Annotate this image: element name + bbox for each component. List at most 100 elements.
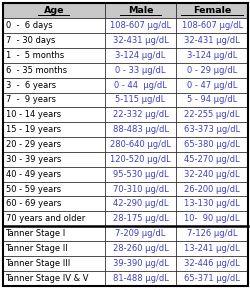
Text: 95-530 μg/dL: 95-530 μg/dL — [112, 170, 168, 179]
Text: 22-332 μg/dL: 22-332 μg/dL — [112, 110, 168, 119]
Bar — [176, 108, 247, 122]
Bar — [176, 226, 247, 241]
Text: 3-124 μg/dL: 3-124 μg/dL — [115, 51, 165, 60]
Text: 39-390 μg/dL: 39-390 μg/dL — [112, 259, 168, 268]
Text: 13-130 μg/dL: 13-130 μg/dL — [184, 199, 239, 208]
Text: 1  -  5 months: 1 - 5 months — [6, 51, 64, 60]
Bar — [104, 122, 176, 137]
Bar — [176, 3, 247, 18]
Text: Male: Male — [127, 6, 153, 15]
Bar — [3, 181, 104, 197]
Bar — [176, 18, 247, 33]
Bar — [3, 33, 104, 48]
Bar — [176, 63, 247, 78]
Bar — [3, 48, 104, 63]
Text: 20 - 29 years: 20 - 29 years — [6, 140, 60, 149]
Text: 280-640 μg/dL: 280-640 μg/dL — [110, 140, 170, 149]
Text: 10-  90 μg/dL: 10- 90 μg/dL — [184, 214, 239, 223]
Bar — [176, 78, 247, 92]
Text: 28-260 μg/dL: 28-260 μg/dL — [112, 244, 168, 253]
Bar — [176, 152, 247, 167]
Bar — [3, 137, 104, 152]
Text: 0 - 47 μg/dL: 0 - 47 μg/dL — [186, 81, 236, 90]
Text: 60 - 69 years: 60 - 69 years — [6, 199, 61, 208]
Bar — [176, 48, 247, 63]
Bar — [104, 108, 176, 122]
Bar — [104, 211, 176, 226]
Text: 13-241 μg/dL: 13-241 μg/dL — [184, 244, 239, 253]
Text: 45-270 μg/dL: 45-270 μg/dL — [184, 155, 239, 164]
Text: Female: Female — [192, 6, 230, 15]
Bar — [176, 181, 247, 197]
Bar — [104, 167, 176, 181]
Text: 0 - 44  μg/dL: 0 - 44 μg/dL — [114, 81, 166, 90]
Text: 40 - 49 years: 40 - 49 years — [6, 170, 60, 179]
Text: 6  - 35 months: 6 - 35 months — [6, 66, 66, 75]
Bar — [3, 3, 104, 18]
Text: 81-488 μg/dL: 81-488 μg/dL — [112, 274, 168, 283]
Text: 32-240 μg/dL: 32-240 μg/dL — [184, 170, 239, 179]
Text: 88-483 μg/dL: 88-483 μg/dL — [112, 125, 168, 134]
Bar — [104, 241, 176, 256]
Bar — [104, 271, 176, 286]
Bar — [3, 108, 104, 122]
Text: 32-431 μg/dL: 32-431 μg/dL — [112, 36, 168, 45]
Bar — [3, 197, 104, 211]
Text: 32-446 μg/dL: 32-446 μg/dL — [184, 259, 239, 268]
Text: 3  -  6 years: 3 - 6 years — [6, 81, 56, 90]
Text: Tanner Stage III: Tanner Stage III — [6, 259, 70, 268]
Text: 120-520 μg/dL: 120-520 μg/dL — [110, 155, 170, 164]
Text: 0 - 29 μg/dL: 0 - 29 μg/dL — [186, 66, 236, 75]
Text: 70-310 μg/dL: 70-310 μg/dL — [112, 185, 168, 194]
Bar — [3, 152, 104, 167]
Text: Tanner Stage II: Tanner Stage II — [6, 244, 68, 253]
Bar — [3, 92, 104, 108]
Bar — [176, 167, 247, 181]
Bar — [104, 152, 176, 167]
Text: Tanner Stage IV & V: Tanner Stage IV & V — [6, 274, 89, 283]
Text: 108-607 μg/dL: 108-607 μg/dL — [110, 21, 170, 30]
Text: 42-290 μg/dL: 42-290 μg/dL — [112, 199, 168, 208]
Text: 15 - 19 years: 15 - 19 years — [6, 125, 60, 134]
Bar — [104, 78, 176, 92]
Text: 3-124 μg/dL: 3-124 μg/dL — [186, 51, 236, 60]
Bar — [176, 241, 247, 256]
Bar — [104, 197, 176, 211]
Text: 0  -  6 days: 0 - 6 days — [6, 21, 52, 30]
Bar — [176, 271, 247, 286]
Text: 63-373 μg/dL: 63-373 μg/dL — [184, 125, 239, 134]
Bar — [176, 122, 247, 137]
Text: 7  - 30 days: 7 - 30 days — [6, 36, 55, 45]
Text: 30 - 39 years: 30 - 39 years — [6, 155, 61, 164]
Text: 28-175 μg/dL: 28-175 μg/dL — [112, 214, 168, 223]
Text: 32-431 μg/dL: 32-431 μg/dL — [184, 36, 239, 45]
Bar — [104, 181, 176, 197]
Bar — [104, 48, 176, 63]
Bar — [176, 197, 247, 211]
Bar — [176, 211, 247, 226]
Bar — [176, 137, 247, 152]
Bar — [176, 92, 247, 108]
Bar — [3, 256, 104, 271]
Bar — [104, 256, 176, 271]
Text: 10 - 14 years: 10 - 14 years — [6, 110, 60, 119]
Text: 70 years and older: 70 years and older — [6, 214, 84, 223]
Text: 7-126 μg/dL: 7-126 μg/dL — [186, 229, 236, 238]
Bar — [104, 226, 176, 241]
Text: 26-200 μg/dL: 26-200 μg/dL — [184, 185, 239, 194]
Bar — [104, 18, 176, 33]
Text: 22-255 μg/dL: 22-255 μg/dL — [184, 110, 239, 119]
Bar — [3, 211, 104, 226]
Bar — [104, 63, 176, 78]
Bar — [3, 63, 104, 78]
Bar — [3, 122, 104, 137]
Text: 7-209 μg/dL: 7-209 μg/dL — [115, 229, 165, 238]
Bar — [104, 137, 176, 152]
Text: 0 - 33 μg/dL: 0 - 33 μg/dL — [115, 66, 165, 75]
Bar — [3, 78, 104, 92]
Text: 7  -  9 years: 7 - 9 years — [6, 95, 55, 104]
Bar — [176, 33, 247, 48]
Bar — [3, 226, 104, 241]
Bar — [3, 18, 104, 33]
Bar — [3, 271, 104, 286]
